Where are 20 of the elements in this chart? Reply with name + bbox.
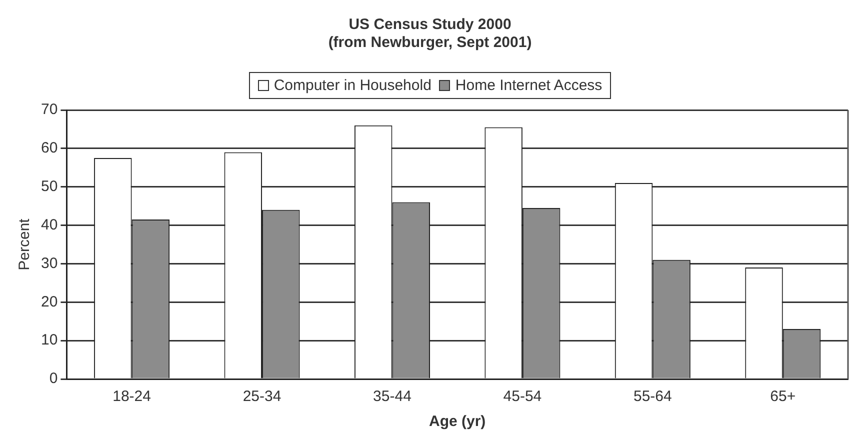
x-tick-label: 18-24 <box>112 388 151 406</box>
y-tick-label: 50 <box>40 178 58 195</box>
x-tick-label: 35-44 <box>373 388 412 406</box>
y-tick-label: 70 <box>40 101 58 118</box>
y-tick-label: 30 <box>40 254 58 272</box>
x-axis-title: Age (yr) <box>429 413 486 430</box>
legend-label: Home Internet Access <box>455 77 602 94</box>
y-tick-label: 40 <box>40 216 58 234</box>
y-tick-label: 20 <box>40 293 58 310</box>
x-tick-label: 55-64 <box>633 388 672 406</box>
y-axis-title: Percent <box>16 218 34 270</box>
x-tick-label: 45-54 <box>503 388 542 406</box>
x-tick-label: 65+ <box>770 388 796 406</box>
x-tick-label: 25-34 <box>242 388 282 406</box>
y-tick-label: 10 <box>40 332 58 349</box>
chart-title: US Census Study 2000 <box>348 16 512 34</box>
chart-subtitle: (from Newburger, Sept 2001) <box>328 34 532 52</box>
text: Computer in Household <box>274 77 432 94</box>
y-tick-label: 0 <box>49 370 58 388</box>
y-tick-label: 60 <box>40 140 58 157</box>
